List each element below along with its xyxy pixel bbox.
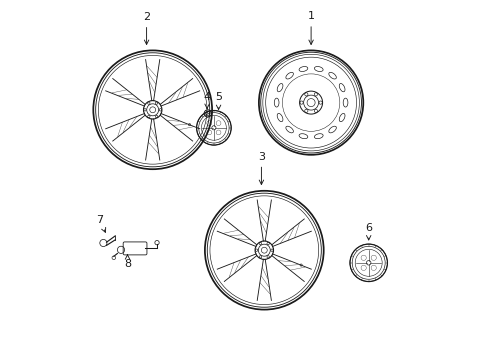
- Text: 4: 4: [203, 92, 210, 108]
- Text: 5: 5: [215, 92, 222, 109]
- Text: 3: 3: [257, 152, 264, 184]
- Text: 6: 6: [365, 222, 371, 240]
- Text: 2: 2: [142, 12, 150, 44]
- Text: 1: 1: [307, 11, 314, 44]
- Text: 8: 8: [123, 255, 131, 269]
- Text: 7: 7: [96, 215, 105, 232]
